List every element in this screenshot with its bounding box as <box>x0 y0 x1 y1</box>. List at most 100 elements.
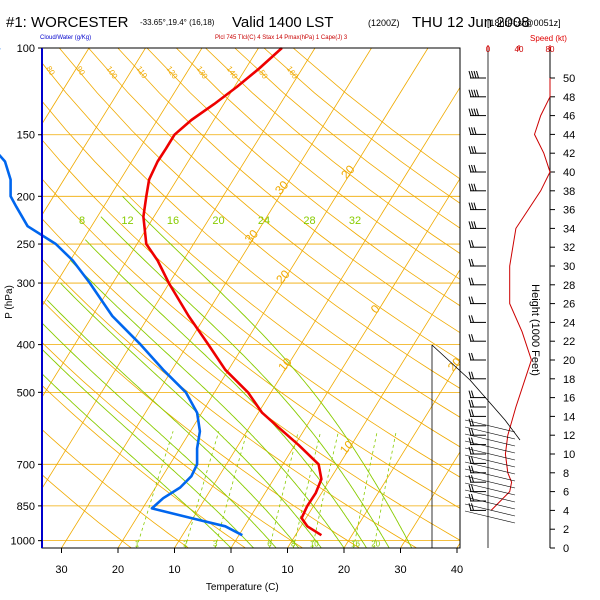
wind-barb-flag <box>468 108 472 116</box>
wind-barb-flag <box>471 456 474 464</box>
pressure-tick-label: 700 <box>17 459 35 471</box>
speed-profile-line <box>490 78 551 511</box>
dry-adiabat-line <box>117 48 460 334</box>
adiabat-label: 90 <box>74 64 87 77</box>
wind-barb-flag <box>468 240 472 248</box>
mixing-ratio-label: 6 <box>267 540 272 549</box>
wind-barb-flag <box>471 277 474 285</box>
wind-barb-flag <box>471 164 474 173</box>
dry-adiabat-line <box>42 100 460 448</box>
wind-barb-flag <box>471 315 474 323</box>
height-tick-label: 34 <box>563 223 575 235</box>
wind-barb-flag <box>473 183 477 191</box>
wind-barb-flag <box>468 202 472 210</box>
wind-barb-flag <box>471 446 474 455</box>
pressure-tick-label: 250 <box>17 239 35 251</box>
temperature-tick-label: 20 <box>338 564 350 576</box>
wind-barb-flag <box>468 352 472 361</box>
height-tick-label: 20 <box>563 355 575 367</box>
dry-adiabat-line <box>42 178 460 509</box>
speed-tick-label: 0 <box>486 45 491 54</box>
moist-adiabat-label: 28 <box>303 215 315 227</box>
mixing-ratio-line <box>311 431 339 548</box>
wind-barb-flag <box>468 418 472 426</box>
dry-adiabat-line <box>58 48 460 389</box>
height-tick-label: 22 <box>563 336 575 348</box>
mixing-ratio-label: 3 <box>213 540 218 549</box>
height-tick-label: 6 <box>563 487 569 499</box>
wind-barb <box>464 433 516 447</box>
wind-barb-flag <box>468 409 472 417</box>
wind-barb-flag <box>471 399 474 408</box>
pressure-tick-label: 1000 <box>11 536 35 548</box>
mixing-ratio-label: 20 <box>371 540 380 549</box>
adiabat-label: 100 <box>104 64 119 81</box>
wind-barb-flag <box>471 409 474 417</box>
height-tick-label: 40 <box>563 167 575 179</box>
wind-barb-flag <box>471 89 474 97</box>
dry-adiabat-line <box>42 139 460 478</box>
moist-adiabat-label: 8 <box>79 215 85 227</box>
pressure-tick-label: 400 <box>17 340 35 352</box>
moist-adiabat-line <box>42 322 277 548</box>
header: #1: WORCESTER -33.65°,19.4° (16,18) Vali… <box>0 0 600 43</box>
wind-barb-flag <box>468 390 472 398</box>
height-tick-label: 16 <box>563 393 575 405</box>
adiabat-label: 160 <box>285 64 300 81</box>
adiabat-label: 120 <box>164 64 179 81</box>
wind-barb <box>464 475 516 489</box>
station-title: #1: WORCESTER <box>6 14 129 31</box>
temperature-tick-label: 10 <box>168 564 180 576</box>
mixing-ratio-line <box>353 431 378 548</box>
wind-barb-flag <box>473 127 477 135</box>
wind-barb-flag <box>468 428 472 436</box>
isotherm-line <box>117 48 429 548</box>
height-tick-label: 44 <box>563 129 575 141</box>
wind-barb-flag <box>473 221 477 229</box>
moist-adiabat-label: 32 <box>349 215 361 227</box>
wind-barb-flag <box>471 108 474 116</box>
wind-barb <box>464 447 516 461</box>
moist-adiabat-label: 16 <box>167 215 179 227</box>
speed-tick-label: 80 <box>546 45 555 54</box>
temperature-tick-label: 20 <box>112 564 124 576</box>
wind-barb <box>464 461 516 475</box>
wind-barb-flag <box>468 503 472 511</box>
height-tick-label: 30 <box>563 261 575 273</box>
height-tick-label: 32 <box>563 242 575 254</box>
wind-barb-flag <box>473 70 477 79</box>
wind-barb-flag <box>473 202 477 210</box>
dry-adiabat-line <box>42 218 460 541</box>
valid-time: Valid 1400 LST <box>232 14 334 31</box>
dry-adiabat-line <box>146 48 460 307</box>
height-tick-label: 24 <box>563 317 575 329</box>
adiabat-label: 110 <box>134 64 149 80</box>
cloud-water-legend: Cloud/Water (g/Kg) <box>40 35 92 41</box>
wind-barb <box>464 454 516 468</box>
mixing-ratio-line <box>269 431 299 548</box>
wind-barb <box>464 503 516 517</box>
moist-adiabat-line <box>46 299 300 548</box>
isotherm-label: 30 <box>242 227 262 247</box>
height-tick-label: 18 <box>563 374 575 386</box>
dry-adiabat-line <box>42 62 460 418</box>
dry-adiabat-line <box>205 48 460 254</box>
x-axis-label: Temperature (C) <box>206 582 279 593</box>
height-tick-label: 2 <box>563 524 569 536</box>
wind-barb-flag <box>471 484 474 492</box>
isotherm-line <box>61 48 372 548</box>
wind-barb-flag <box>471 503 474 511</box>
isotherm-line <box>343 360 460 548</box>
wind-barb-flag <box>468 258 472 267</box>
height-tick-label: 36 <box>563 205 575 217</box>
wind-barb-flag <box>468 89 472 97</box>
moist-adiabat-line <box>84 239 367 548</box>
dewpoint-profile-line <box>0 48 243 537</box>
temperature-tick-label: 40 <box>451 564 463 576</box>
pressure-tick-label: 150 <box>17 130 35 142</box>
wind-barb-flag <box>468 399 472 408</box>
wind-barb <box>464 510 516 524</box>
wind-barb-flag <box>473 108 477 116</box>
plot-frame <box>41 47 461 549</box>
